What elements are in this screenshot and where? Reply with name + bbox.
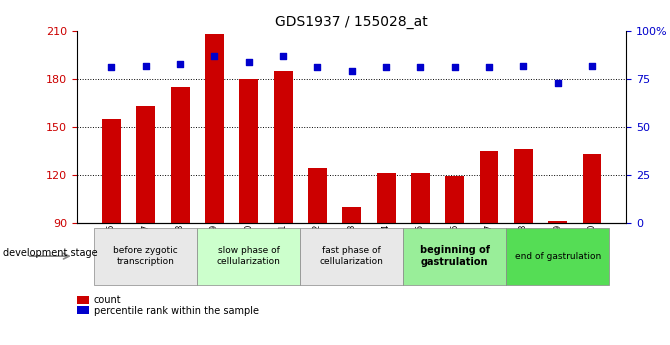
Point [346,69,357,74]
Bar [548,221,567,223]
Point [312,65,323,70]
Point [450,65,460,70]
Text: slow phase of
cellularization: slow phase of cellularization [217,246,281,266]
Bar [102,119,121,223]
Text: fast phase of
cellularization: fast phase of cellularization [320,246,384,266]
Point [106,65,117,70]
Bar [137,106,155,223]
Point [381,65,391,70]
Text: count: count [94,295,121,305]
Text: percentile rank within the sample: percentile rank within the sample [94,306,259,315]
Bar [377,173,395,223]
Bar [480,151,498,223]
Point [243,59,254,65]
Point [209,53,220,59]
Bar [308,168,327,223]
Bar [239,79,258,223]
Bar [583,154,602,223]
Bar [205,34,224,223]
Text: before zygotic
transcription: before zygotic transcription [113,246,178,266]
Bar [273,71,293,223]
Point [587,63,598,68]
Bar [171,87,190,223]
Text: development stage: development stage [3,248,98,258]
Text: end of gastrulation: end of gastrulation [515,252,601,261]
Bar [514,149,533,223]
Point [484,65,494,70]
Point [552,80,563,86]
Point [278,53,289,59]
Point [175,61,186,66]
Point [415,65,425,70]
Point [141,63,151,68]
Bar [342,207,361,223]
Title: GDS1937 / 155028_at: GDS1937 / 155028_at [275,14,428,29]
Bar [446,176,464,223]
Text: beginning of
gastrulation: beginning of gastrulation [419,245,490,267]
Bar [411,173,430,223]
Point [518,63,529,68]
